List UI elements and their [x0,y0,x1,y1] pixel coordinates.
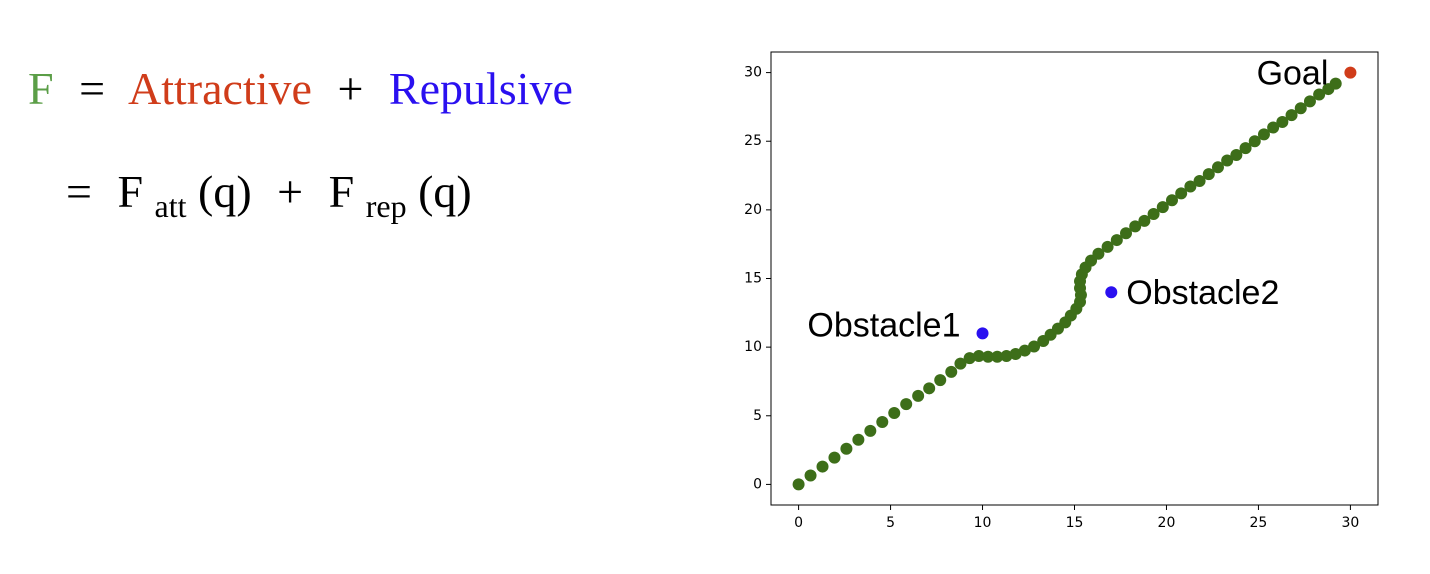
point [1165,194,1178,207]
annotation: Goal [1257,55,1329,93]
point [828,451,841,464]
point [976,327,989,340]
formula-subscript: rep [366,188,407,224]
point [923,382,936,395]
point [1303,95,1316,108]
point [876,415,889,428]
point [888,407,901,420]
x-tick-label: 15 [1066,515,1084,531]
x-tick-label: 25 [1250,515,1268,531]
point [1257,128,1270,141]
y-tick-label: 30 [744,65,762,81]
point [1129,220,1142,233]
chart: 0 5 10 15 20 25 30 0 5 10 15 20 25 30 Obstacle1 Obstacl… [744,51,1379,531]
point [1009,348,1022,360]
annotation: Obstacle1 [807,306,960,344]
point [1211,161,1224,174]
point [1110,234,1123,247]
point [1028,340,1041,353]
point [852,433,865,446]
point [1221,154,1234,167]
formula-term: Repulsive [389,63,573,114]
y-tick-label: 25 [744,133,762,149]
point [1313,88,1326,101]
point [972,350,985,363]
formula-term: (q) [198,166,252,217]
formula-term: = [79,63,105,114]
formula-term: = [66,166,92,217]
point [1101,240,1114,253]
point [1092,247,1105,260]
point [1156,201,1169,214]
point [816,460,829,473]
point [1276,116,1289,129]
point [1294,102,1307,115]
formula-term: F [28,63,54,114]
y-tick-label: 10 [744,339,762,355]
y-tick-label: 20 [744,202,762,218]
point [954,357,967,370]
point [1105,286,1118,299]
formula-term: F [117,166,143,217]
x-tick-label: 0 [794,515,803,531]
formula-term: F [329,166,355,217]
formula-line-2: = F att (q) + F rep (q) [66,166,472,227]
point [900,398,913,411]
formula-term: + [277,166,303,217]
y-tick-label: 5 [753,408,762,424]
point [934,374,947,387]
point [963,352,976,365]
point [840,442,853,455]
point [1193,175,1206,188]
point [1138,214,1151,227]
point [1120,227,1133,240]
formula-term: (q) [418,166,472,217]
formula-term: + [337,63,363,114]
point [1248,135,1261,148]
point [1147,207,1160,220]
point [1239,142,1252,155]
x-tick-label: 30 [1341,515,1359,531]
point [1230,148,1243,161]
formula-line-1: F = Attractive + Repulsive [28,63,573,114]
point [1018,344,1031,357]
point [1184,180,1197,193]
formula-term: Attractive [128,63,312,114]
point [1344,66,1357,79]
annotation: Obstacle2 [1126,274,1279,312]
point [1267,121,1280,134]
y-tick-label: 0 [753,476,762,492]
y-tick-label: 15 [744,271,762,287]
x-tick-label: 10 [974,515,992,531]
point [864,424,877,437]
point [1202,168,1215,181]
point [1285,109,1298,122]
point [991,350,1004,363]
point [945,365,958,378]
formula-subscript: att [155,188,187,224]
point [1329,77,1342,90]
point [982,350,995,363]
x-tick-label: 20 [1158,515,1176,531]
point [1000,350,1013,363]
point [912,389,925,402]
point [1175,187,1188,200]
point [792,478,805,491]
x-tick-label: 5 [886,515,895,531]
point [804,469,817,482]
